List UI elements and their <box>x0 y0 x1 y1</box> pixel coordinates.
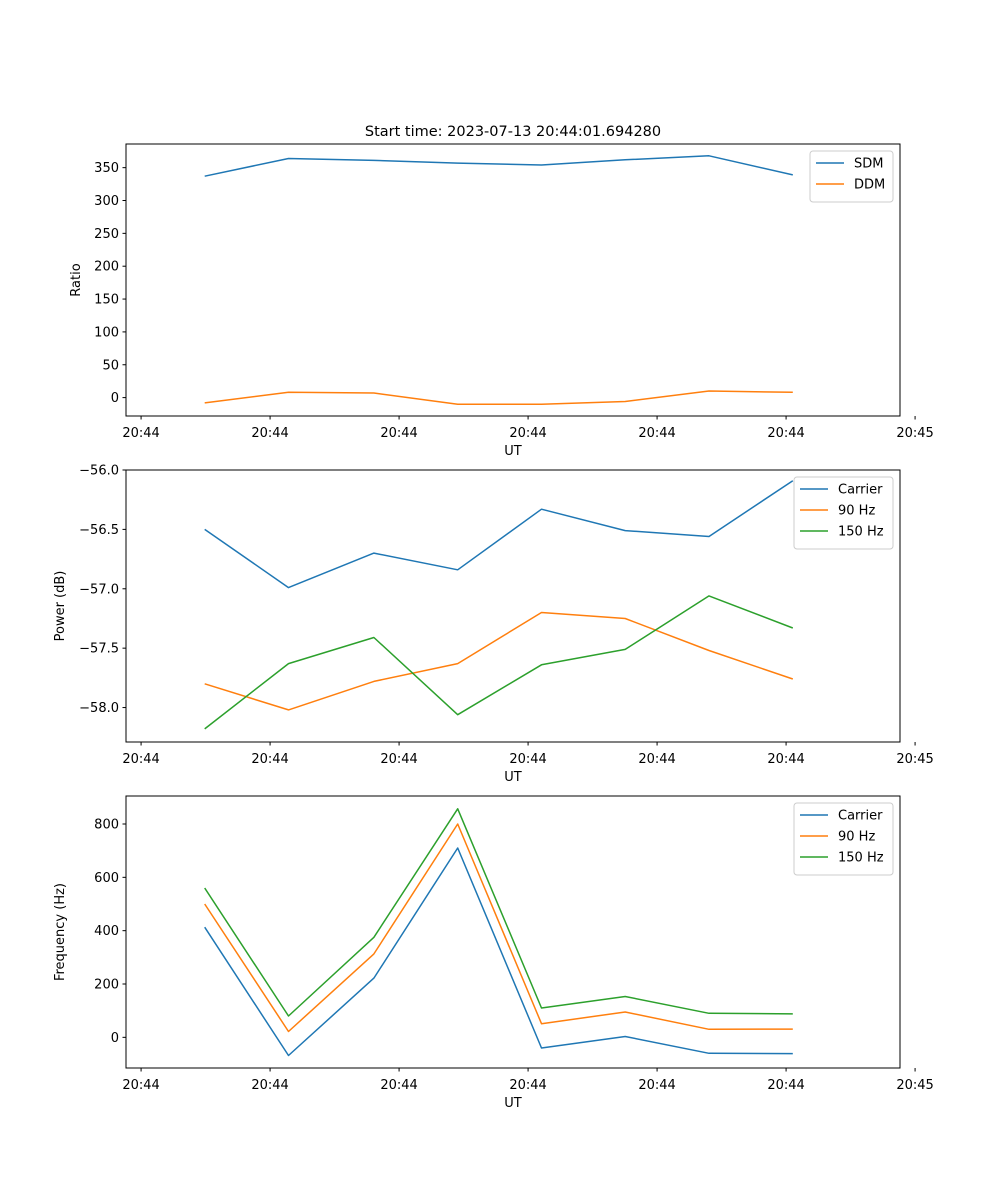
axes-frame <box>125 143 901 417</box>
x-axis-label: UT <box>504 444 522 459</box>
legend: SDM DDM <box>809 150 894 203</box>
legend-label: 90 Hz <box>838 830 875 845</box>
y-tick-label: 100 <box>94 325 119 340</box>
x-tick-label: 20:44 <box>509 752 546 767</box>
legend-label: 150 Hz <box>838 851 884 866</box>
y-tick-label: 200 <box>94 260 119 275</box>
y-tick-label: −56.0 <box>79 464 119 479</box>
axes-frame <box>125 795 901 1069</box>
series-line-sdm <box>204 155 793 177</box>
x-tick-label: 20:44 <box>767 752 804 767</box>
x-tick-label: 20:44 <box>122 426 159 441</box>
legend: Carrier 90 Hz 150 Hz <box>793 802 894 876</box>
y-tick-label: 0 <box>111 1031 119 1046</box>
x-axis-label: UT <box>504 770 522 785</box>
legend-label: Carrier <box>838 809 883 824</box>
y-tick-label: 800 <box>94 818 119 833</box>
x-tick-label: 20:45 <box>896 752 933 767</box>
series-line-ddm <box>204 390 793 405</box>
y-tick-label: 600 <box>94 871 119 886</box>
y-tick-label: 400 <box>94 924 119 939</box>
axes-frame <box>125 469 901 743</box>
x-axis-label: UT <box>504 1096 522 1111</box>
y-tick-label: −57.0 <box>79 582 119 597</box>
y-tick-label: 350 <box>94 161 119 176</box>
x-tick-label: 20:44 <box>638 426 675 441</box>
x-tick-label: 20:44 <box>122 752 159 767</box>
y-tick-label: 50 <box>102 358 119 373</box>
legend-label: 150 Hz <box>838 525 884 540</box>
y-axis-label: Power (dB) <box>53 571 68 642</box>
series-line-150-hz <box>204 595 794 730</box>
series-line-carrier <box>204 480 794 589</box>
plot-power: 20:44 20:44 20:44 20:44 20:44 20:44 20:45 −58.0… <box>53 464 934 786</box>
legend-label: Carrier <box>838 483 883 498</box>
y-axis-label: Frequency (Hz) <box>53 883 68 981</box>
x-tick-label: 20:44 <box>638 1078 675 1093</box>
series-line-150-hz <box>204 808 793 1017</box>
y-tick-label: −56.5 <box>79 523 119 538</box>
x-tick-label: 20:44 <box>509 1078 546 1093</box>
plot-ratio: 20:44 20:44 20:44 20:44 20:44 20:44 20:45 0 50 10… <box>69 143 934 459</box>
x-tick-label: 20:44 <box>380 1078 417 1093</box>
y-tick-label: 200 <box>94 978 119 993</box>
chart-title: Start time: 2023-07-13 20:44:01.694280 <box>365 124 661 140</box>
y-tick-label: 250 <box>94 227 119 242</box>
legend-label: DDM <box>854 178 885 193</box>
y-tick-label: −58.0 <box>79 701 119 716</box>
series-line-carrier <box>204 847 793 1057</box>
legend-label: 90 Hz <box>838 504 875 519</box>
y-tick-label: −57.5 <box>79 642 119 657</box>
y-tick-label: 300 <box>94 194 119 209</box>
x-tick-label: 20:45 <box>896 1078 933 1093</box>
series-line-90-hz <box>204 611 794 711</box>
x-tick-label: 20:44 <box>767 1078 804 1093</box>
legend: Carrier 90 Hz 150 Hz <box>793 476 894 550</box>
x-tick-label: 20:44 <box>122 1078 159 1093</box>
x-tick-label: 20:45 <box>896 426 933 441</box>
series-line-90-hz <box>204 823 793 1033</box>
x-tick-label: 20:44 <box>251 1078 288 1093</box>
x-tick-label: 20:44 <box>251 426 288 441</box>
x-tick-label: 20:44 <box>509 426 546 441</box>
x-tick-label: 20:44 <box>380 426 417 441</box>
x-tick-label: 20:44 <box>638 752 675 767</box>
x-tick-label: 20:44 <box>380 752 417 767</box>
y-tick-label: 0 <box>111 391 119 406</box>
y-axis-label: Ratio <box>69 263 84 296</box>
y-tick-label: 150 <box>94 293 119 308</box>
plot-frequency: 20:44 20:44 20:44 20:44 20:44 20:44 20:45 0 200 4… <box>53 795 934 1111</box>
x-tick-label: 20:44 <box>767 426 804 441</box>
x-tick-label: 20:44 <box>251 752 288 767</box>
legend-label: SDM <box>854 157 883 172</box>
